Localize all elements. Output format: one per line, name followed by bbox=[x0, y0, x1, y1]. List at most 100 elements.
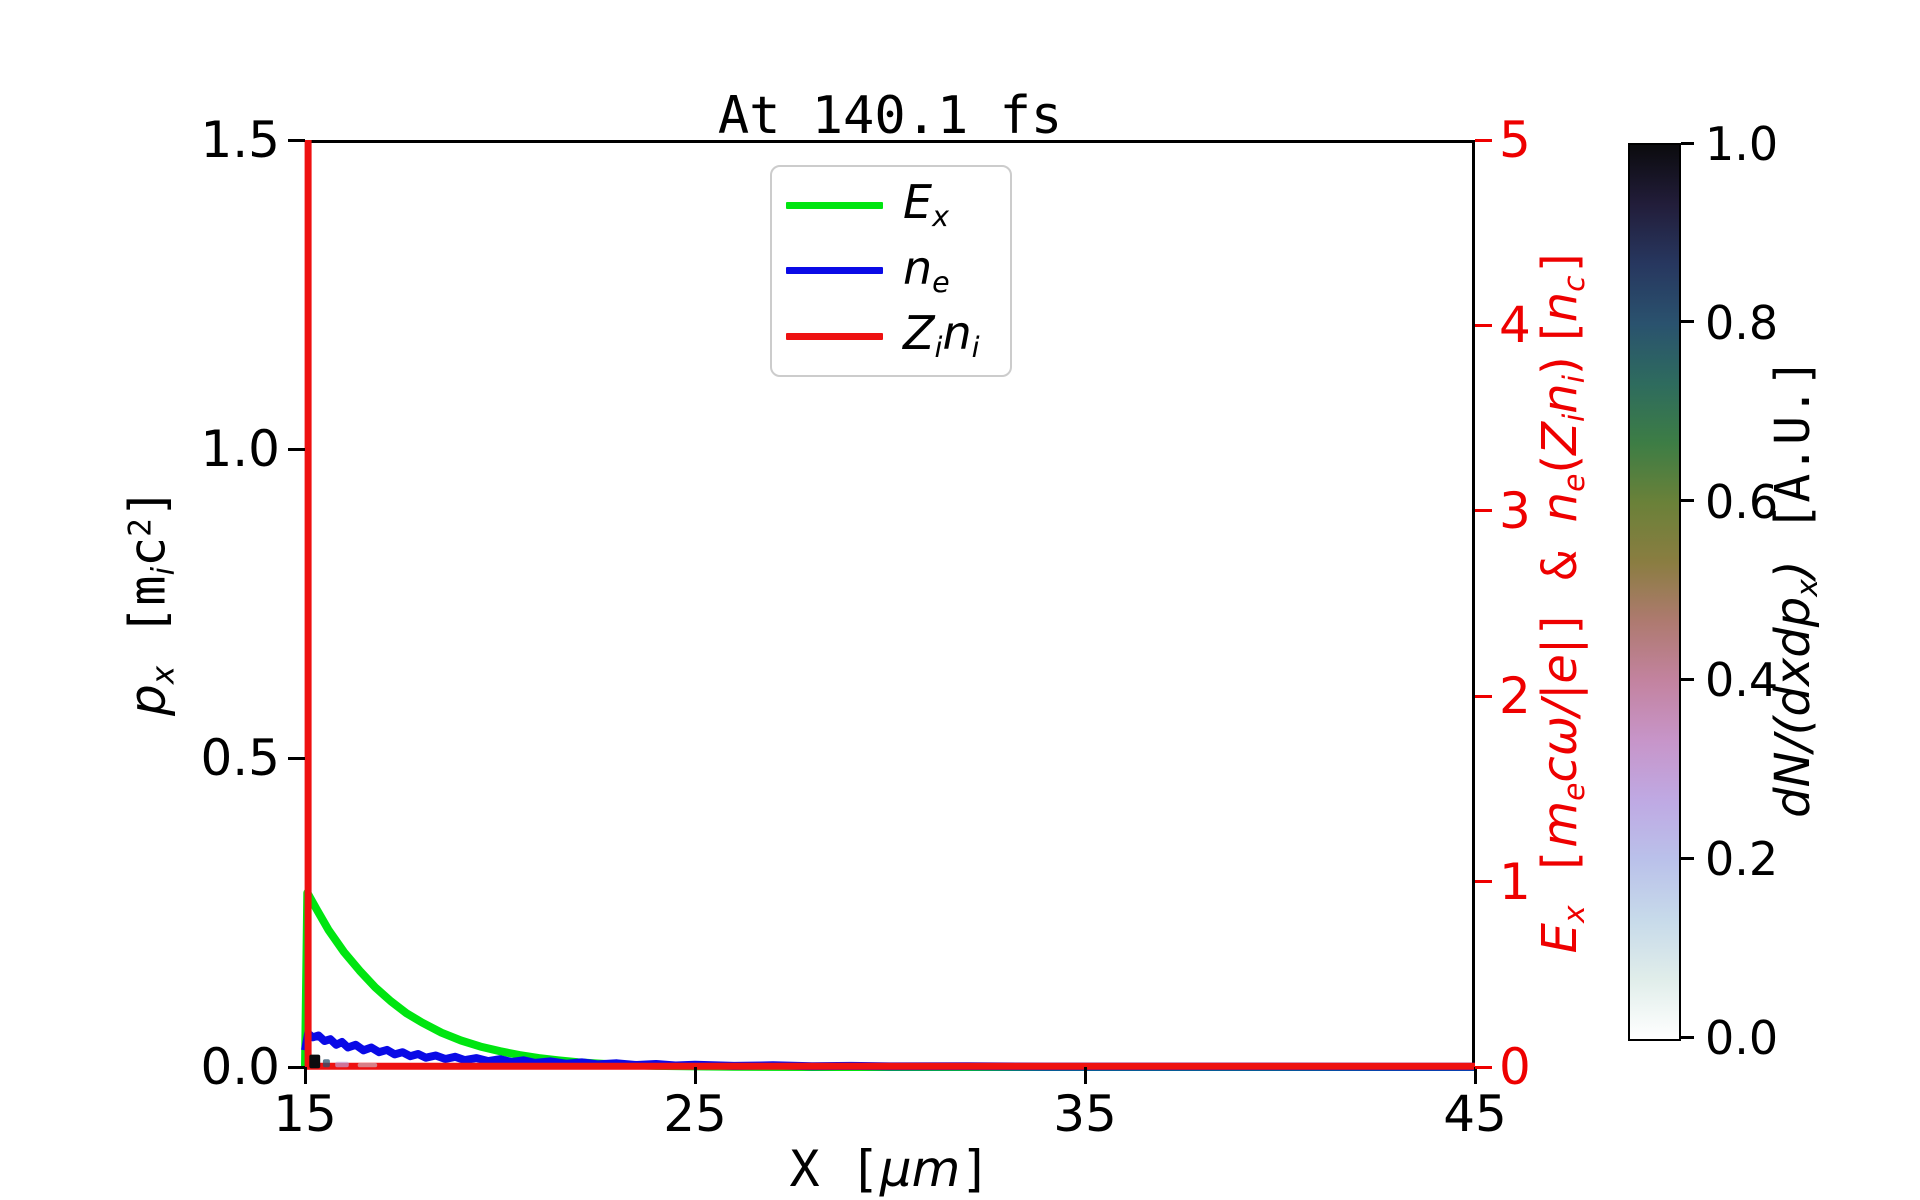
y-right-label-b3: ] bbox=[1531, 246, 1588, 276]
x-axis-label-pre: X [ bbox=[789, 1140, 880, 1198]
colorbar-tick bbox=[1681, 320, 1694, 324]
y-right-tick-label: 4 bbox=[1499, 296, 1531, 355]
x-axis-label-post: ] bbox=[960, 1140, 991, 1198]
legend-label-sub: x bbox=[932, 200, 949, 234]
y-right-tick bbox=[1475, 138, 1492, 142]
y-left-tick bbox=[288, 1065, 305, 1069]
y-right-tick bbox=[1475, 1065, 1492, 1069]
y-right-axis-label: Ex [mecω/|e|] & ne(Zini) [nc] bbox=[1532, 247, 1592, 954]
x-tick bbox=[693, 1067, 697, 1084]
plot-area bbox=[301, 140, 1476, 1071]
y-right-label-Z-sub: i bbox=[1557, 413, 1593, 422]
colorbar bbox=[1628, 143, 1681, 1041]
y-left-label-unit-sub: i bbox=[145, 566, 182, 576]
series-Ex-line bbox=[301, 888, 1475, 1071]
x-axis-label: X [μm] bbox=[305, 1140, 1475, 1198]
x-tick-label: 35 bbox=[1053, 1085, 1117, 1143]
y-right-tick-label: 0 bbox=[1499, 1038, 1531, 1096]
y-left-tick-label: 0.5 bbox=[200, 729, 280, 787]
x-tick bbox=[1083, 1067, 1087, 1084]
y-left-tick-label: 1.0 bbox=[200, 420, 280, 478]
x-tick bbox=[1473, 1067, 1477, 1084]
y-right-tick-label: 5 bbox=[1499, 111, 1531, 169]
y-left-tick-label: 0.0 bbox=[200, 1038, 280, 1096]
legend-line-sample-ne bbox=[786, 267, 883, 275]
y-right-label-m: m bbox=[1531, 800, 1588, 848]
legend-label-sub: i bbox=[934, 331, 943, 365]
colorbar-tick bbox=[1681, 856, 1694, 860]
y-right-label-nc-sub: c bbox=[1557, 275, 1593, 292]
y-right-label-n2: n bbox=[1531, 383, 1588, 414]
y-right-label-Z: Z bbox=[1531, 421, 1588, 455]
spine-top bbox=[305, 140, 1475, 143]
colorbar-tick bbox=[1681, 499, 1694, 503]
y-left-label-p-sub: x bbox=[145, 665, 182, 685]
y-right-label-m-sub: e bbox=[1557, 782, 1593, 801]
y-right-tick-label: 1 bbox=[1499, 852, 1531, 911]
phase-space-scatter bbox=[309, 1054, 321, 1069]
colorbar-tick-label: 0.4 bbox=[1705, 653, 1779, 708]
colorbar-tick-label: 0.0 bbox=[1705, 1011, 1779, 1065]
legend-label-sub: e bbox=[932, 265, 950, 299]
y-right-label-b2: ] & bbox=[1531, 522, 1588, 638]
x-tick-label: 45 bbox=[1443, 1085, 1507, 1143]
legend-label-sub2: i bbox=[971, 331, 980, 365]
y-left-tick bbox=[288, 447, 305, 451]
y-right-tick bbox=[1475, 509, 1492, 513]
x-axis-label-math: μm bbox=[879, 1140, 961, 1198]
curves-svg bbox=[301, 140, 1476, 1071]
phase-space-scatter bbox=[335, 1061, 349, 1068]
y-right-tick bbox=[1475, 323, 1492, 327]
y-left-axis-label: px [mic2] bbox=[119, 488, 182, 716]
y-right-tick bbox=[1475, 694, 1492, 698]
y-left-label-unit-c: c bbox=[118, 536, 177, 567]
colorbar-tick bbox=[1681, 677, 1694, 681]
x-tick-label: 15 bbox=[273, 1085, 337, 1143]
colorbar-label: dN/(dxdpx) [A.U.] bbox=[1765, 358, 1825, 818]
colorbar-tick-label: 0.6 bbox=[1705, 474, 1779, 529]
legend-label-main: Z bbox=[903, 306, 935, 361]
y-left-tick-label: 1.5 bbox=[200, 111, 280, 169]
colorbar-label-unit: [A.U.] bbox=[1764, 358, 1821, 561]
legend-item-Zini: Zini bbox=[772, 310, 1010, 363]
spine-right bbox=[1472, 140, 1475, 1067]
colorbar-tick bbox=[1681, 141, 1694, 145]
y-right-tick-label: 2 bbox=[1499, 667, 1531, 726]
y-right-label-E: E bbox=[1531, 923, 1588, 954]
y-right-label-n2-sub: i bbox=[1557, 375, 1593, 384]
y-left-label-unit-post: ] bbox=[118, 488, 177, 519]
colorbar-tick-label: 1.0 bbox=[1705, 117, 1779, 171]
y-right-label-E-sub: x bbox=[1557, 905, 1593, 924]
x-tick bbox=[303, 1067, 307, 1084]
y-right-label-p1: ( bbox=[1531, 454, 1588, 474]
x-tick-label: 25 bbox=[663, 1085, 727, 1143]
colorbar-tick-label: 0.2 bbox=[1705, 832, 1779, 887]
legend-line-sample-Ex bbox=[786, 202, 883, 210]
legend-item-label-ne: ne bbox=[903, 245, 950, 298]
y-left-tick bbox=[288, 756, 305, 760]
legend-item-Ex: Ex bbox=[772, 179, 1010, 232]
legend-item-label-Zini: Zini bbox=[903, 310, 980, 363]
phase-space-scatter bbox=[322, 1059, 330, 1068]
y-left-tick bbox=[288, 138, 305, 142]
legend-item-ne: ne bbox=[772, 245, 1010, 298]
colorbar-label-math-sub: x bbox=[1790, 579, 1826, 597]
legend-label-main: n bbox=[903, 240, 933, 295]
legend-item-label-Ex: Ex bbox=[903, 179, 949, 232]
phase-space-scatter bbox=[357, 1063, 378, 1068]
y-right-tick-label: 3 bbox=[1499, 481, 1531, 540]
legend-line-sample-Zini bbox=[786, 332, 883, 340]
colorbar-label-math: dN/(dxdp bbox=[1764, 596, 1821, 818]
y-left-label-p: p bbox=[118, 684, 177, 716]
y-left-label-unit-pre: [m bbox=[118, 575, 177, 666]
colorbar-tick bbox=[1681, 1035, 1694, 1039]
y-left-label-unit-sup: 2 bbox=[122, 518, 159, 537]
legend-label-main2: n bbox=[942, 306, 972, 361]
legend: Ex ne Zini bbox=[770, 165, 1012, 377]
y-right-tick bbox=[1475, 880, 1492, 884]
plot-title: At 140.1 fs bbox=[717, 86, 1063, 146]
legend-label-main: E bbox=[903, 175, 933, 230]
colorbar-tick-label: 0.8 bbox=[1705, 295, 1779, 350]
colorbar-label-math-close: ) bbox=[1764, 560, 1821, 580]
